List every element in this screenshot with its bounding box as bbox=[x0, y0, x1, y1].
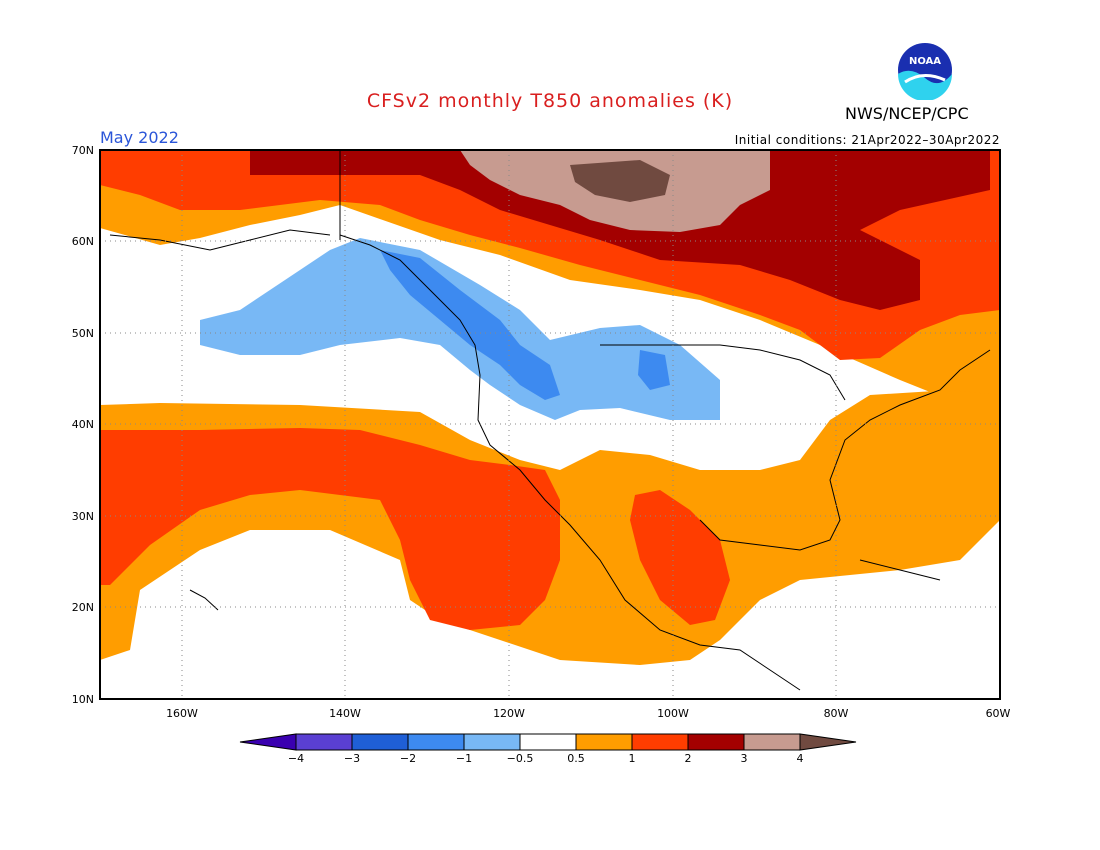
svg-text:NOAA: NOAA bbox=[909, 56, 941, 67]
colorbar-swatch bbox=[519, 733, 577, 751]
initial-conditions-label: Initial conditions: 21Apr2022–30Apr2022 bbox=[734, 133, 1000, 147]
noaa-logo-icon: NOAA bbox=[896, 41, 954, 100]
coastlines bbox=[109, 150, 991, 691]
colorbar-tick-label: −1 bbox=[456, 752, 472, 765]
lat-label: 30N bbox=[72, 510, 94, 523]
colorbar-tick-label: 2 bbox=[685, 752, 692, 765]
mexico-red-region bbox=[630, 490, 730, 625]
agency-label: NWS/NCEP/CPC bbox=[845, 104, 969, 123]
colorbar-tick-label: 3 bbox=[741, 752, 748, 765]
arctic-darkred-region bbox=[250, 150, 990, 310]
pacific-nw-blue-region bbox=[380, 250, 560, 400]
colorbar-tick-label: 1 bbox=[629, 752, 636, 765]
colorbar-tick-label: 0.5 bbox=[567, 752, 585, 765]
colorbar-tick-label: −0.5 bbox=[507, 752, 534, 765]
colorbar: −4 −3 −2 −1 −0.5 0.5 1 2 3 4 bbox=[239, 733, 857, 765]
colorbar-tick-label: −3 bbox=[344, 752, 360, 765]
plains-blue-region bbox=[638, 350, 670, 390]
colorbar-swatch bbox=[463, 733, 521, 751]
colorbar-swatch bbox=[575, 733, 633, 751]
forecast-month-label: May 2022 bbox=[100, 128, 179, 147]
longitude-labels: 160W 140W 120W 100W 80W 60W bbox=[166, 707, 1010, 720]
lat-label: 70N bbox=[72, 144, 94, 157]
lat-label: 10N bbox=[72, 693, 94, 706]
colorbar-swatch bbox=[631, 733, 689, 751]
beaufort-brown-region bbox=[570, 160, 670, 202]
colorbar-tick-label: −4 bbox=[288, 752, 304, 765]
colorbar-tick-label: −2 bbox=[400, 752, 416, 765]
lon-label: 140W bbox=[329, 707, 361, 720]
lon-label: 120W bbox=[493, 707, 525, 720]
lat-label: 50N bbox=[72, 327, 94, 340]
map-title: CFSv2 monthly T850 anomalies (K) bbox=[366, 90, 734, 112]
colorbar-swatch bbox=[687, 733, 745, 751]
lon-label: 100W bbox=[657, 707, 689, 720]
lon-label: 80W bbox=[824, 707, 849, 720]
colorbar-swatch bbox=[351, 733, 409, 751]
lat-label: 20N bbox=[72, 601, 94, 614]
colorbar-tick-label: 4 bbox=[797, 752, 804, 765]
colorbar-swatch bbox=[407, 733, 465, 751]
colorbar-swatch bbox=[743, 733, 801, 751]
subtropical-pacific-red-region bbox=[100, 428, 560, 630]
colorbar-swatch bbox=[295, 733, 353, 751]
colorbar-arrow-high bbox=[799, 733, 857, 751]
graticule bbox=[100, 150, 1000, 699]
latitude-labels: 10N 20N 30N 40N 50N 60N 70N bbox=[72, 144, 94, 706]
lon-label: 160W bbox=[166, 707, 198, 720]
lat-label: 60N bbox=[72, 235, 94, 248]
map-frame bbox=[99, 149, 1001, 700]
colorbar-arrow-low bbox=[239, 733, 297, 751]
lon-label: 60W bbox=[986, 707, 1011, 720]
lat-label: 40N bbox=[72, 418, 94, 431]
